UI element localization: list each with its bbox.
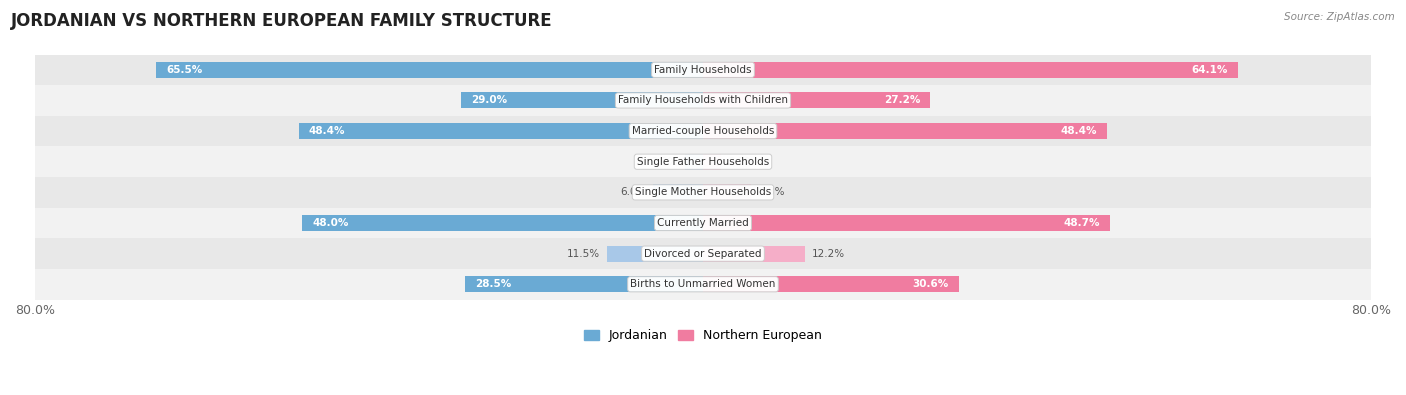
Text: 48.0%: 48.0%	[312, 218, 349, 228]
Bar	[35, 238, 1371, 269]
Text: Births to Unmarried Women: Births to Unmarried Women	[630, 279, 776, 289]
Bar	[703, 276, 959, 292]
Bar	[703, 246, 804, 261]
Bar	[703, 184, 751, 200]
Text: Single Father Households: Single Father Households	[637, 157, 769, 167]
Text: Currently Married: Currently Married	[657, 218, 749, 228]
Bar	[703, 215, 1109, 231]
Bar	[299, 123, 703, 139]
Bar	[703, 154, 721, 170]
Text: 6.0%: 6.0%	[620, 187, 647, 198]
Text: 64.1%: 64.1%	[1192, 65, 1229, 75]
Text: Family Households: Family Households	[654, 65, 752, 75]
Text: 5.8%: 5.8%	[758, 187, 785, 198]
Text: 29.0%: 29.0%	[471, 96, 508, 105]
Bar	[465, 276, 703, 292]
Bar	[302, 215, 703, 231]
Text: 28.5%: 28.5%	[475, 279, 512, 289]
Text: 27.2%: 27.2%	[884, 96, 920, 105]
Bar	[35, 85, 1371, 116]
Bar	[35, 177, 1371, 208]
Text: 2.2%: 2.2%	[651, 157, 678, 167]
Text: Single Mother Households: Single Mother Households	[636, 187, 770, 198]
Bar	[35, 269, 1371, 299]
Legend: Jordanian, Northern European: Jordanian, Northern European	[579, 324, 827, 347]
Bar	[607, 246, 703, 261]
Bar	[156, 62, 703, 78]
Bar	[703, 92, 931, 108]
Text: 48.4%: 48.4%	[1060, 126, 1097, 136]
Text: 2.2%: 2.2%	[728, 157, 755, 167]
Text: 11.5%: 11.5%	[567, 248, 600, 259]
Text: 30.6%: 30.6%	[912, 279, 949, 289]
Bar	[685, 154, 703, 170]
Bar	[35, 147, 1371, 177]
Bar	[703, 62, 1239, 78]
Text: 48.7%: 48.7%	[1063, 218, 1099, 228]
Text: 48.4%: 48.4%	[309, 126, 346, 136]
Bar	[461, 92, 703, 108]
Bar	[35, 55, 1371, 85]
Bar	[35, 116, 1371, 147]
Text: 65.5%: 65.5%	[166, 65, 202, 75]
Bar	[35, 208, 1371, 238]
Text: 12.2%: 12.2%	[811, 248, 845, 259]
Text: Divorced or Separated: Divorced or Separated	[644, 248, 762, 259]
Bar	[703, 123, 1107, 139]
Text: Source: ZipAtlas.com: Source: ZipAtlas.com	[1284, 12, 1395, 22]
Text: Married-couple Households: Married-couple Households	[631, 126, 775, 136]
Text: Family Households with Children: Family Households with Children	[619, 96, 787, 105]
Text: JORDANIAN VS NORTHERN EUROPEAN FAMILY STRUCTURE: JORDANIAN VS NORTHERN EUROPEAN FAMILY ST…	[11, 12, 553, 30]
Bar	[652, 184, 703, 200]
